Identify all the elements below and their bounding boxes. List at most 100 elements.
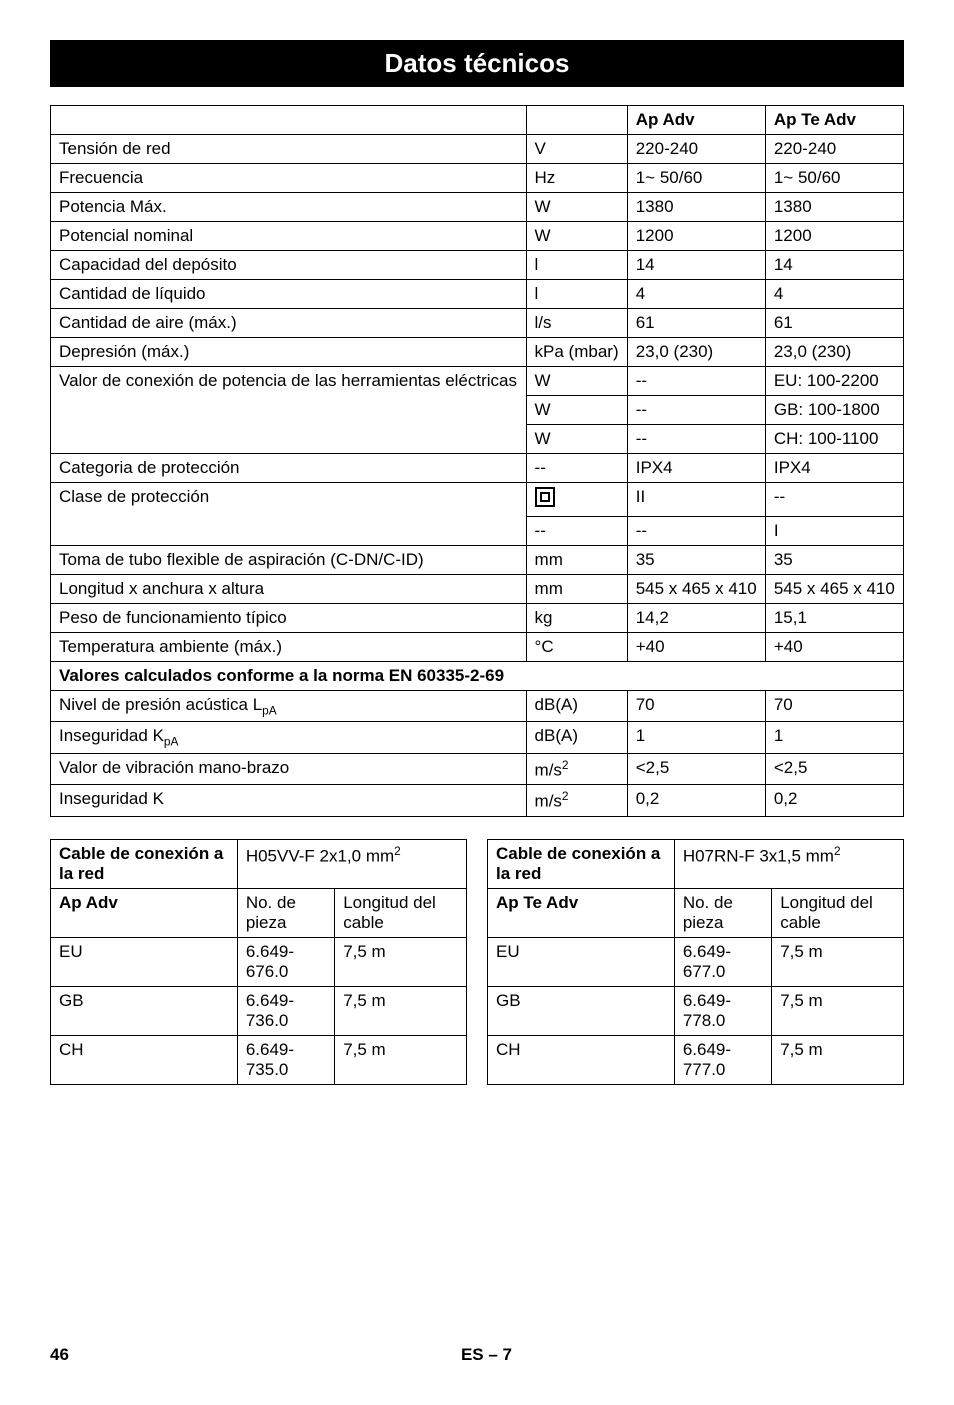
table-cell: 1 (627, 722, 765, 753)
table-cell: Inseguridad KpA (51, 722, 527, 753)
table-cell: I (765, 517, 903, 546)
table-cell: 6.649-735.0 (237, 1036, 334, 1085)
header-cell (51, 106, 527, 135)
table-cell: Cable de conexión a la red (51, 840, 238, 889)
table-cell: Clase de protección (51, 483, 527, 546)
table-cell: -- (627, 367, 765, 396)
table-cell: 14,2 (627, 604, 765, 633)
table-cell: Cable de conexión a la red (488, 840, 675, 889)
table-cell: 4 (765, 280, 903, 309)
table-cell: Peso de funcionamiento típico (51, 604, 527, 633)
table-cell: Valor de vibración mano-brazo (51, 753, 527, 785)
cable-table: Cable de conexión a la redH07RN-F 3x1,5 … (487, 839, 904, 1085)
table-cell: l (526, 251, 627, 280)
table-cell: 6.649-778.0 (674, 987, 771, 1036)
class2-icon (535, 487, 555, 507)
table-cell: Valor de conexión de potencia de las her… (51, 367, 527, 454)
table-cell: II (627, 483, 765, 517)
table-cell: kPa (mbar) (526, 338, 627, 367)
table-cell: 7,5 m (335, 1036, 467, 1085)
table-cell: mm (526, 546, 627, 575)
table-cell: 1~ 50/60 (765, 164, 903, 193)
table-cell: No. de pieza (237, 889, 334, 938)
table-cell: EU: 100-2200 (765, 367, 903, 396)
table-cell: Ap Te Adv (488, 889, 675, 938)
table-cell: 0,2 (627, 785, 765, 817)
table-cell: 14 (627, 251, 765, 280)
header-cell: Ap Adv (627, 106, 765, 135)
table-cell: CH (488, 1036, 675, 1085)
header-cell (526, 106, 627, 135)
table-cell: Inseguridad K (51, 785, 527, 817)
table-cell: -- (627, 396, 765, 425)
table-cell: 4 (627, 280, 765, 309)
table-cell: No. de pieza (674, 889, 771, 938)
table-cell: 35 (627, 546, 765, 575)
table-cell: -- (526, 517, 627, 546)
table-cell: 7,5 m (772, 987, 904, 1036)
table-cell: °C (526, 633, 627, 662)
table-cell: Frecuencia (51, 164, 527, 193)
table-cell: -- (526, 454, 627, 483)
table-cell: 7,5 m (772, 1036, 904, 1085)
table-cell: GB (51, 987, 238, 1036)
table-cell: IPX4 (765, 454, 903, 483)
table-cell: dB(A) (526, 722, 627, 753)
table-cell: Categoria de protección (51, 454, 527, 483)
specs-table: Ap Adv Ap Te Adv Tensión de redV220-2402… (50, 105, 904, 817)
table-cell: 545 x 465 x 410 (627, 575, 765, 604)
table-cell: kg (526, 604, 627, 633)
table-cell: CH (51, 1036, 238, 1085)
table-cell: 15,1 (765, 604, 903, 633)
table-cell: 545 x 465 x 410 (765, 575, 903, 604)
table-cell: IPX4 (627, 454, 765, 483)
table-cell: l/s (526, 309, 627, 338)
table-cell: W (526, 367, 627, 396)
table-cell: 70 (765, 691, 903, 722)
table-cell: 1 (765, 722, 903, 753)
table-cell: Cantidad de líquido (51, 280, 527, 309)
table-cell: Longitud x anchura x altura (51, 575, 527, 604)
cable-tables-row: Cable de conexión a la redH05VV-F 2x1,0 … (50, 839, 904, 1085)
table-cell: <2,5 (627, 753, 765, 785)
table-cell: W (526, 425, 627, 454)
table-cell: GB: 100-1800 (765, 396, 903, 425)
table-cell: Cantidad de aire (máx.) (51, 309, 527, 338)
table-cell: 6.649-677.0 (674, 938, 771, 987)
table-cell: Longitud del cable (772, 889, 904, 938)
table-cell: 23,0 (230) (765, 338, 903, 367)
table-cell: +40 (765, 633, 903, 662)
table-cell: GB (488, 987, 675, 1036)
table-cell: W (526, 193, 627, 222)
table-cell: Potencia Máx. (51, 193, 527, 222)
table-cell: 23,0 (230) (627, 338, 765, 367)
table-cell: Longitud del cable (335, 889, 467, 938)
page-center: ES – 7 (461, 1345, 512, 1365)
table-cell: 1200 (627, 222, 765, 251)
table-cell: 61 (627, 309, 765, 338)
table-cell: dB(A) (526, 691, 627, 722)
table-cell: -- (627, 425, 765, 454)
table-cell: W (526, 222, 627, 251)
table-cell: H05VV-F 2x1,0 mm2 (237, 840, 466, 889)
table-cell: 6.649-676.0 (237, 938, 334, 987)
table-cell: W (526, 396, 627, 425)
table-cell: 220-240 (765, 135, 903, 164)
table-cell: 1~ 50/60 (627, 164, 765, 193)
table-cell: 14 (765, 251, 903, 280)
table-cell: 6.649-736.0 (237, 987, 334, 1036)
page-footer: 46 ES – 7 (50, 1345, 904, 1365)
table-cell: Tensión de red (51, 135, 527, 164)
table-cell: Toma de tubo flexible de aspiración (C-D… (51, 546, 527, 575)
table-cell: CH: 100-1100 (765, 425, 903, 454)
table-cell: 1380 (627, 193, 765, 222)
table-cell: <2,5 (765, 753, 903, 785)
table-cell: -- (627, 517, 765, 546)
table-cell: m/s2 (526, 785, 627, 817)
table-cell: Nivel de presión acústica LpA (51, 691, 527, 722)
table-cell: mm (526, 575, 627, 604)
table-cell: Hz (526, 164, 627, 193)
header-cell: Ap Te Adv (765, 106, 903, 135)
table-cell: 220-240 (627, 135, 765, 164)
table-cell: 1380 (765, 193, 903, 222)
